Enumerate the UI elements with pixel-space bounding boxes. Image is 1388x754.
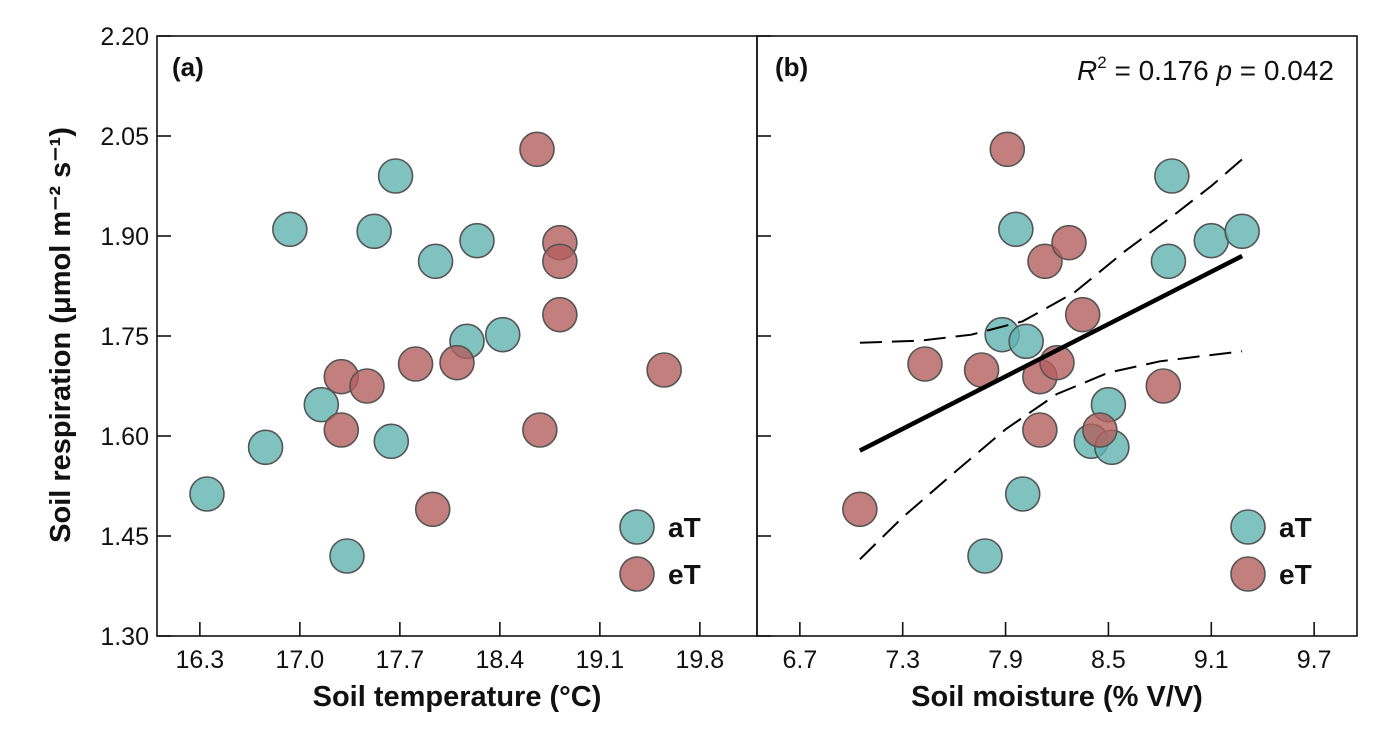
panel-b-stats: R2 = 0.176 p = 0.042 [1077, 53, 1334, 86]
panel-b-point-eT [989, 131, 1026, 168]
panel-a-legend-marker-aT [619, 509, 655, 545]
panel-a-point-eT [542, 243, 578, 280]
y-tick-label: 1.30 [100, 623, 149, 651]
panel-b-point-aT [1004, 476, 1041, 512]
y-tick-label: 1.60 [100, 423, 149, 451]
panel-a-x-tick-label: 17.7 [376, 646, 425, 674]
panel-a-point-aT [303, 386, 340, 423]
confidence-band-upper [859, 158, 1243, 344]
panel-a-point-eT [542, 296, 578, 333]
panel-b-legend-label-eT: eT [1279, 559, 1312, 590]
panel-b-x-tick-label: 7.9 [988, 646, 1023, 674]
panel-b-point-eT [1082, 412, 1118, 448]
panel-a-point-eT [439, 344, 475, 381]
panel-b-frame [756, 35, 1358, 637]
panel-a-point-aT [373, 423, 410, 460]
r2-symbol: R [1077, 55, 1097, 86]
panel-a-point-eT [646, 352, 682, 388]
panel-b-point-aT [1224, 213, 1260, 250]
r2-exponent: 2 [1097, 53, 1106, 72]
panel-b-point-eT [907, 346, 943, 382]
panel-a-legend-label-aT: aT [668, 512, 701, 543]
panel-a-point-eT [414, 491, 451, 528]
panel-a-point-aT [484, 316, 521, 353]
panel-b-x-tick-label: 9.1 [1194, 646, 1229, 674]
panel-a-y-ticks: 1.30 1.45 1.60 1.75 1.90 2.05 2.20 [100, 23, 171, 651]
panel-a-point-eT [323, 412, 360, 448]
panel-a-point-eT [519, 131, 555, 168]
y-tick-label: 2.20 [100, 23, 149, 51]
y-tick-label: 1.75 [100, 323, 149, 351]
panel-a-x-tick-label: 16.3 [176, 646, 225, 674]
p-value: = 0.042 [1232, 55, 1334, 86]
panel-a-point-eT [522, 412, 558, 448]
panel-a-point-aT [329, 538, 365, 574]
panel-a-legend: aT eT [619, 509, 701, 592]
panel-b-point-eT [842, 491, 878, 528]
panel-a-point-eT [397, 346, 434, 382]
y-axis-title: Soil respiration (μmol m⁻² s⁻¹) [45, 127, 77, 543]
panel-a-point-eT [349, 368, 385, 404]
panel-b: 6.7 7.3 7.9 8.5 9.1 9.7 (b) R2 = 0.176 p = 0.… [756, 35, 1358, 713]
panel-b-point-aT [1193, 222, 1230, 259]
panel-a-x-axis-title: Soil temperature (°C) [313, 681, 602, 713]
panel-b-legend-label-aT: aT [1279, 512, 1312, 543]
panel-a-point-aT [459, 222, 495, 259]
y-tick-label: 1.45 [100, 523, 149, 551]
panel-a-point-aT [417, 243, 454, 280]
panel-b-points [842, 131, 1260, 574]
panel-a-legend-marker-eT [619, 556, 655, 592]
panel-b-x-tick-label: 8.5 [1091, 646, 1126, 674]
panel-b-legend-marker-aT [1230, 509, 1266, 545]
panel-a-x-tick-label: 17.0 [276, 646, 325, 674]
panel-a-x-ticks: 16.3 17.0 17.7 18.4 19.1 19.8 [176, 622, 725, 674]
panel-a-x-tick-label: 19.1 [576, 646, 625, 674]
panel-a-point-aT [189, 476, 225, 512]
panel-a-point-aT [377, 158, 414, 194]
y-tick-label: 2.05 [100, 123, 149, 151]
panel-a-point-aT [247, 429, 284, 466]
panel-a-x-tick-label: 18.4 [476, 646, 525, 674]
panel-b-label: (b) [775, 52, 808, 82]
panel-b-regression [858, 158, 1244, 561]
panel-b-x-ticks: 6.7 7.3 7.9 8.5 9.1 9.7 [782, 622, 1332, 674]
panel-a-label: (a) [172, 52, 204, 82]
panel-b-x-tick-label: 9.7 [1297, 646, 1332, 674]
panel-b-legend: aT eT [1230, 509, 1312, 592]
panel-b-x-tick-label: 6.7 [782, 646, 817, 674]
panel-b-x-axis-title: Soil moisture (% V/V) [911, 681, 1203, 713]
panel-a: 1.30 1.45 1.60 1.75 1.90 2.05 2.20 16.3 17.0 17.… [100, 23, 758, 713]
panel-a-legend-label-eT: eT [668, 559, 701, 590]
panel-b-point-eT [1064, 296, 1101, 333]
panel-b-point-eT [1145, 368, 1182, 404]
r2-value: = 0.176 [1107, 55, 1217, 86]
panel-b-point-aT [1154, 158, 1190, 194]
p-symbol: p [1215, 55, 1232, 86]
panel-a-x-tick-label: 19.8 [676, 646, 725, 674]
panel-a-point-aT [272, 211, 308, 248]
panel-b-point-eT [1022, 412, 1058, 448]
panel-b-point-aT [967, 538, 1003, 574]
panel-b-point-eT [1027, 243, 1063, 280]
panel-a-points [189, 131, 682, 574]
confidence-band-lower [859, 350, 1243, 561]
regression-line [858, 253, 1244, 453]
panel-b-x-tick-label: 7.3 [885, 646, 920, 674]
panel-a-point-aT [356, 213, 392, 250]
panel-b-point-aT [1150, 243, 1187, 280]
y-tick-label: 1.90 [100, 223, 149, 251]
panel-b-point-aT [998, 211, 1034, 248]
panel-b-point-eT [1051, 224, 1087, 261]
panel-b-y-ticks [757, 35, 771, 637]
panel-b-legend-marker-eT [1230, 556, 1266, 592]
panel-b-point-aT [1008, 323, 1044, 360]
